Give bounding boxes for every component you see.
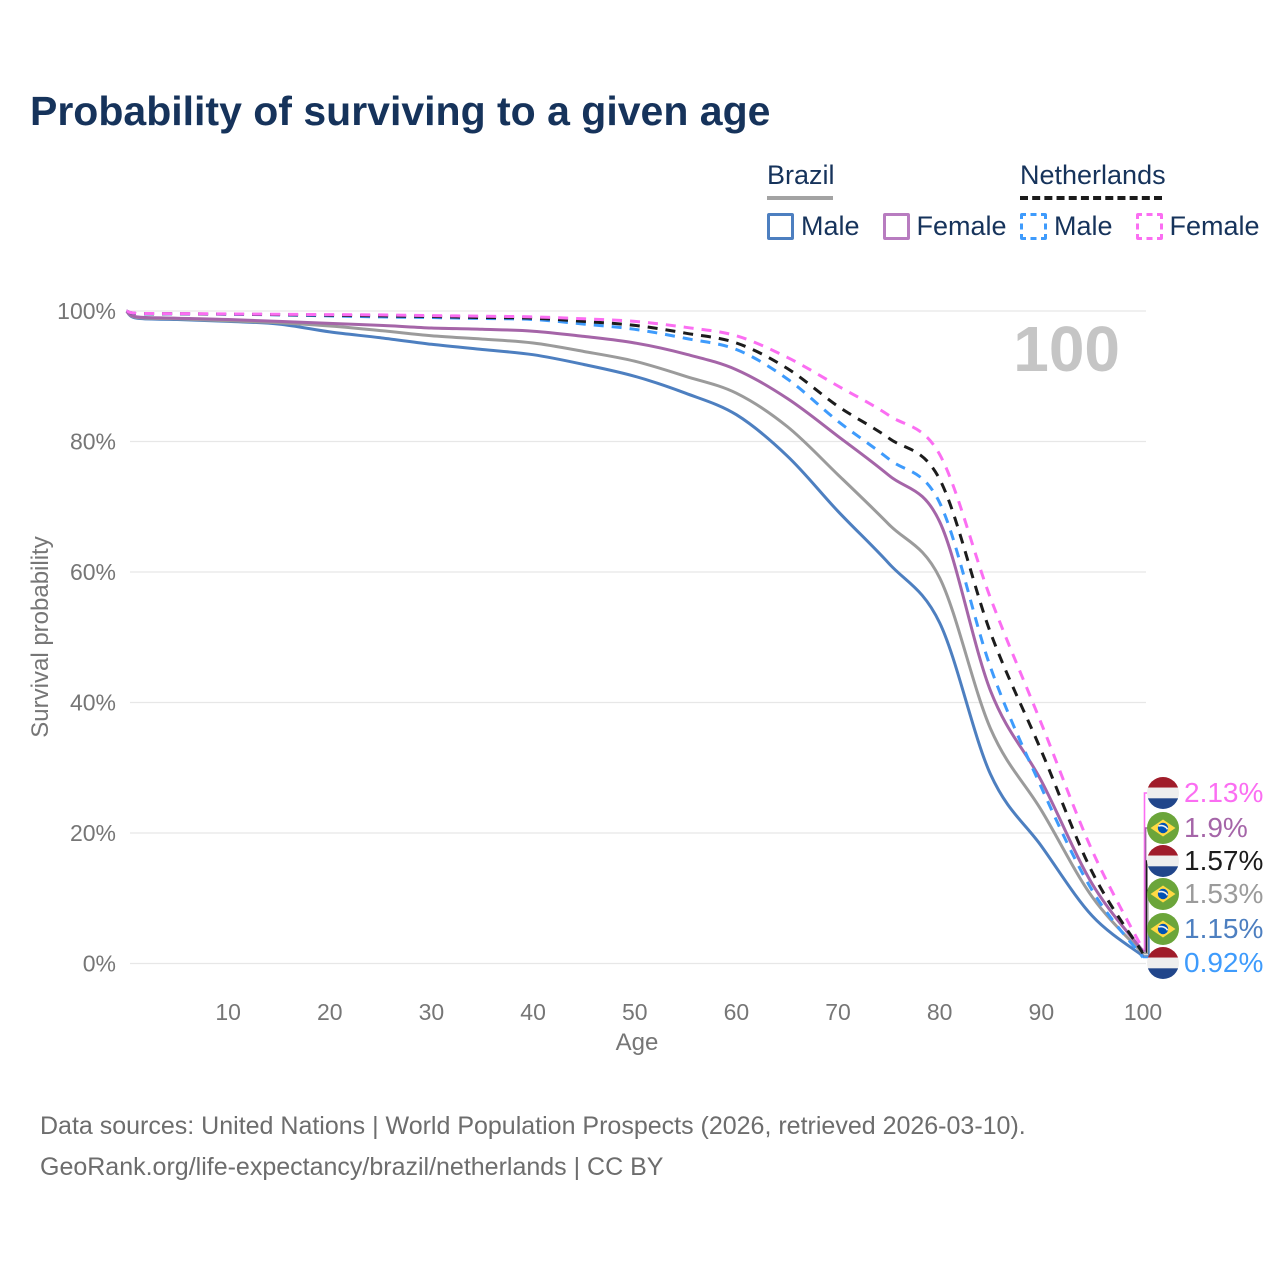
legend-items-netherlands: Male Female (1020, 211, 1280, 242)
checkbox-brazil-female-icon[interactable] (882, 213, 910, 240)
legend-label-brazil-female[interactable]: Female (916, 211, 1007, 241)
series-line-brazil-total[interactable] (125, 309, 1145, 955)
legend-item-brazil-male[interactable]: Male (767, 211, 860, 242)
legend-label-netherlands-male[interactable]: Male (1054, 211, 1113, 241)
legend-country-netherlands: Netherlands (1020, 160, 1166, 190)
legend-item-netherlands-male[interactable]: Male (1020, 211, 1113, 242)
legend-label-netherlands-female[interactable]: Female (1169, 211, 1260, 241)
series-line-netherlands-female[interactable] (126, 309, 1145, 951)
page-title: Probability of surviving to a given age (30, 88, 771, 134)
checkbox-brazil-male-icon[interactable] (767, 213, 794, 240)
flag-netherlands-icon (1147, 845, 1179, 877)
age-indicator: 100 (1013, 313, 1120, 385)
legend-item-brazil-female[interactable]: Female (882, 211, 1007, 242)
legend: Brazil Male Female Netherlands Male (0, 160, 1280, 242)
flag-brazil-icon (1147, 878, 1179, 910)
flag-netherlands-icon (1147, 947, 1179, 979)
flag-brazil-icon (1147, 812, 1179, 844)
legend-label-brazil-male[interactable]: Male (801, 211, 860, 241)
y-tick-label: 60% (70, 559, 116, 585)
netherlands-dashed-line-swatch (1020, 196, 1162, 200)
y-tick-label: 80% (70, 429, 116, 455)
flag-brazil-icon (1147, 913, 1179, 945)
y-tick-label: 100% (57, 298, 116, 324)
legend-group-netherlands: Netherlands Male Female (1020, 160, 1280, 242)
end-label-brazil-total: 1.53% (1184, 878, 1263, 909)
flag-netherlands-icon (1147, 777, 1179, 809)
x-tick-label: 40 (520, 999, 546, 1025)
x-axis-title: Age (616, 1029, 659, 1056)
x-tick-label: 80 (927, 999, 953, 1025)
attribution-line: GeoRank.org/life-expectancy/brazil/nethe… (40, 1153, 664, 1181)
end-label-netherlands-male: 0.92% (1184, 947, 1263, 978)
end-label-netherlands-total: 1.57% (1184, 845, 1263, 876)
end-label-brazil-female: 1.9% (1184, 812, 1248, 843)
checkbox-netherlands-male-icon[interactable] (1020, 213, 1047, 240)
end-label-netherlands-female: 2.13% (1184, 777, 1263, 808)
x-tick-label: 20 (317, 999, 343, 1025)
legend-country-brazil: Brazil (767, 160, 835, 190)
x-tick-label: 10 (215, 999, 241, 1025)
y-tick-label: 20% (70, 820, 116, 846)
x-tick-label: 30 (419, 999, 445, 1025)
brazil-solid-line-swatch (767, 196, 833, 200)
x-tick-label: 100 (1124, 999, 1162, 1025)
x-tick-label: 90 (1029, 999, 1055, 1025)
legend-group-brazil: Brazil Male Female (767, 160, 1030, 242)
x-tick-label: 70 (825, 999, 851, 1025)
series-line-netherlands-total[interactable] (126, 309, 1145, 955)
x-tick-label: 60 (724, 999, 750, 1025)
legend-item-netherlands-female[interactable]: Female (1135, 211, 1260, 242)
checkbox-netherlands-female-icon[interactable] (1135, 213, 1163, 240)
footer: Data sources: United Nations | World Pop… (40, 1106, 1026, 1188)
series-line-netherlands-male[interactable] (125, 309, 1145, 959)
x-tick-label: 50 (622, 999, 648, 1025)
series-line-brazil-female[interactable] (125, 309, 1145, 953)
y-tick-label: 40% (70, 690, 116, 716)
end-label-brazil-male: 1.15% (1184, 913, 1263, 944)
y-tick-label: 0% (83, 951, 116, 977)
leader-line-netherlands-female (1143, 792, 1149, 951)
series-line-brazil-male[interactable] (125, 309, 1144, 958)
data-sources-line: Data sources: United Nations | World Pop… (40, 1112, 1026, 1140)
legend-items-brazil: Male Female (767, 211, 1030, 242)
y-axis-title: Survival probability (27, 536, 54, 737)
